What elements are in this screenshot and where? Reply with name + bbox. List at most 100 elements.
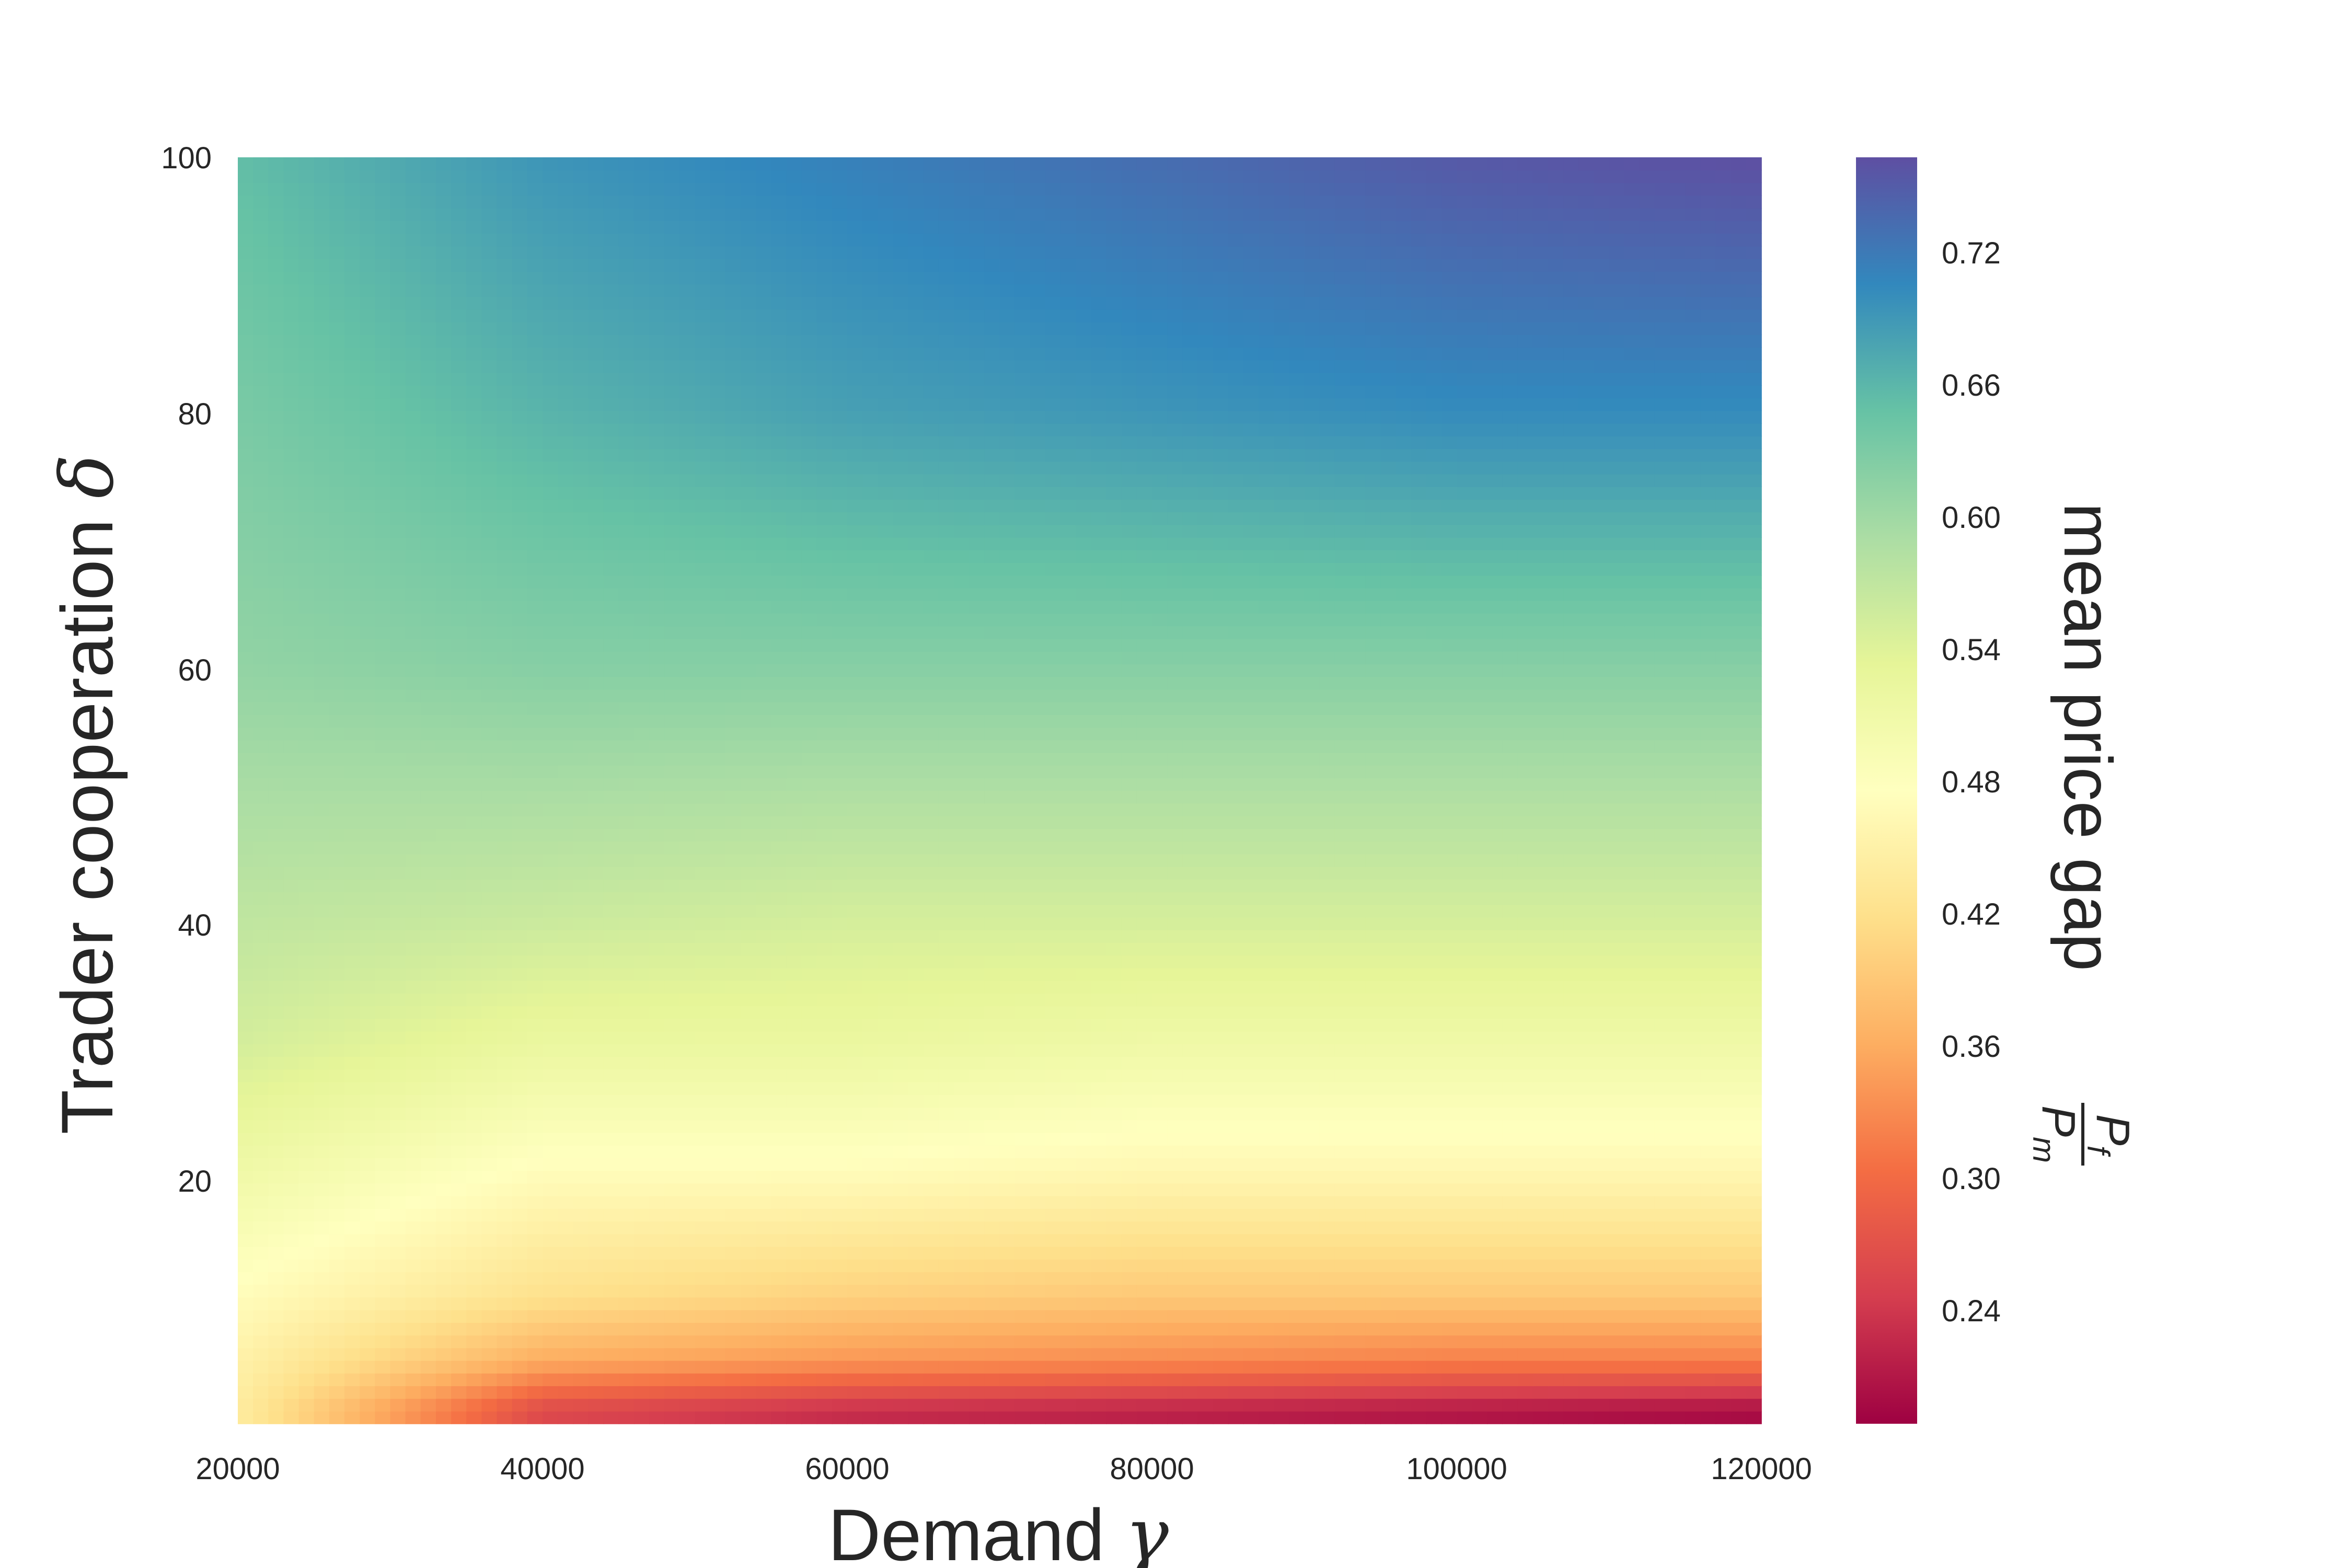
heatmap-cell	[329, 1259, 345, 1273]
heatmap-cell	[1045, 1347, 1061, 1361]
heatmap-cell	[1457, 866, 1472, 880]
heatmap-cell	[984, 917, 1000, 930]
heatmap-cell	[1121, 993, 1137, 1007]
heatmap-cell	[847, 1259, 863, 1273]
heatmap-cell	[862, 1107, 879, 1121]
heatmap-cell	[938, 1208, 954, 1222]
heatmap-cell	[1731, 1094, 1747, 1108]
heatmap-cell	[1365, 955, 1381, 969]
heatmap-cell	[481, 815, 498, 829]
heatmap-cell	[1045, 967, 1061, 981]
heatmap-cell	[527, 993, 543, 1007]
heatmap-cell	[390, 828, 406, 842]
heatmap-cell	[1060, 828, 1077, 842]
heatmap-cell	[801, 967, 817, 981]
heatmap-cell	[558, 1398, 574, 1412]
heatmap-cell	[984, 1145, 1000, 1158]
heatmap-cell	[1624, 1297, 1640, 1310]
heatmap-cell	[1624, 942, 1640, 956]
heatmap-cell	[1746, 1386, 1762, 1399]
heatmap-cell	[1639, 1145, 1655, 1158]
heatmap-cell	[1274, 879, 1290, 893]
heatmap-cell	[1731, 1233, 1747, 1247]
heatmap-cell	[375, 930, 391, 943]
heatmap-cell	[649, 866, 665, 880]
heatmap-cell	[1334, 1170, 1351, 1184]
heatmap-cell	[253, 1044, 269, 1057]
heatmap-cell	[1396, 1056, 1412, 1070]
heatmap-cell	[1396, 1335, 1412, 1348]
heatmap-cell	[954, 1322, 970, 1336]
heatmap-cell	[1045, 1044, 1061, 1057]
heatmap-cell	[1365, 1373, 1381, 1387]
heatmap-cell	[238, 980, 253, 994]
heatmap-cell	[360, 1360, 376, 1374]
heatmap-cell	[832, 980, 848, 994]
heatmap-cell	[329, 904, 345, 918]
heatmap-cell	[390, 1170, 406, 1184]
heatmap-cell	[969, 1360, 985, 1374]
heatmap-cell	[451, 1107, 467, 1121]
heatmap-cell	[1365, 828, 1381, 842]
heatmap-cell	[1670, 1347, 1686, 1361]
heatmap-cell	[1487, 904, 1503, 918]
heatmap-cell	[360, 790, 376, 804]
heatmap-cell	[1152, 1272, 1168, 1285]
heatmap-cell	[329, 1081, 345, 1095]
heatmap-cell	[466, 1246, 482, 1260]
heatmap-cell	[1441, 993, 1457, 1007]
heatmap-cell	[481, 1195, 498, 1209]
heatmap-cell	[740, 1360, 756, 1374]
heatmap-cell	[1426, 1170, 1442, 1184]
heatmap-cell	[314, 1335, 330, 1348]
heatmap-cell	[1502, 1221, 1518, 1235]
heatmap-cell	[329, 1360, 345, 1374]
heatmap-cell	[1014, 866, 1031, 880]
heatmap-cell	[435, 1233, 452, 1247]
heatmap-cell	[1624, 879, 1640, 893]
heatmap-cell	[1350, 1284, 1366, 1298]
heatmap-cell	[1259, 955, 1274, 969]
heatmap-cell	[603, 1335, 619, 1348]
heatmap-cell	[1639, 1018, 1655, 1032]
heatmap-cell	[1152, 1398, 1168, 1412]
heatmap-cell	[1685, 1006, 1701, 1019]
heatmap-cell	[1014, 1018, 1031, 1032]
heatmap-cell	[314, 1031, 330, 1044]
heatmap-cell	[801, 1386, 817, 1399]
heatmap-cell	[893, 1347, 909, 1361]
heatmap-cell	[771, 1094, 787, 1108]
heatmap-cell	[1350, 879, 1366, 893]
heatmap-cell	[908, 828, 924, 842]
heatmap-cell	[268, 1006, 284, 1019]
heatmap-cell	[1715, 917, 1732, 930]
heatmap-cell	[1259, 1322, 1274, 1336]
heatmap-cell	[497, 828, 513, 842]
heatmap-cell	[923, 1259, 939, 1273]
heatmap-cell	[466, 1398, 482, 1412]
heatmap-cell	[633, 1132, 650, 1146]
heatmap-cell	[543, 1360, 558, 1374]
heatmap-cell	[1350, 1335, 1366, 1348]
heatmap-cell	[1106, 930, 1122, 943]
heatmap-cell	[633, 803, 650, 816]
heatmap-cell	[1532, 1284, 1549, 1298]
heatmap-cell	[908, 1006, 924, 1019]
heatmap-cell	[1060, 1031, 1077, 1044]
heatmap-cell	[466, 1360, 482, 1374]
heatmap-cell	[360, 1081, 376, 1095]
heatmap-cell	[512, 1373, 528, 1387]
heatmap-cell	[679, 1158, 696, 1171]
heatmap-cell	[314, 917, 330, 930]
heatmap-cell	[1502, 1297, 1518, 1310]
heatmap-cell	[1746, 1208, 1762, 1222]
heatmap-cell	[1532, 1056, 1549, 1070]
heatmap-cell	[1594, 1386, 1610, 1399]
heatmap-cell	[1700, 1145, 1716, 1158]
heatmap-cell	[360, 1044, 376, 1057]
heatmap-cell	[1121, 803, 1137, 816]
heatmap-cell	[420, 1272, 436, 1285]
heatmap-cell	[816, 1158, 833, 1171]
heatmap-cell	[1121, 1246, 1137, 1260]
heatmap-cell	[771, 803, 787, 816]
